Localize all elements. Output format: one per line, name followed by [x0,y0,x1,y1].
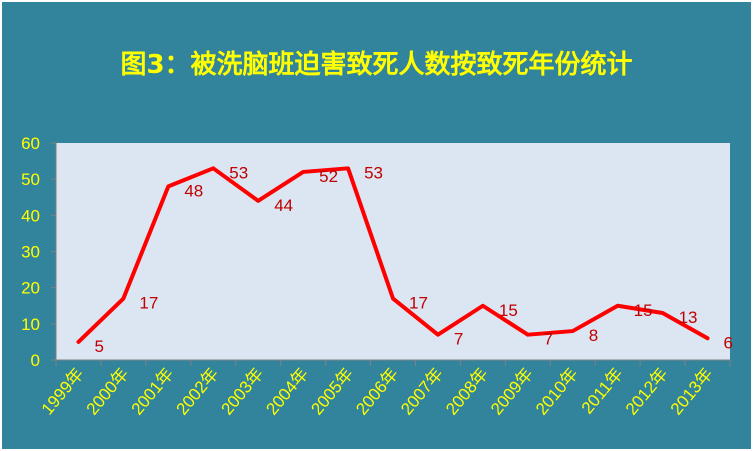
data-label: 5 [94,337,103,356]
x-tick-label: 2010年 [532,364,582,418]
x-tick-label: 2009年 [487,364,537,418]
data-label: 7 [454,330,463,349]
data-label: 15 [634,301,653,320]
data-label: 17 [139,294,158,313]
plot-area [56,143,730,360]
chart-title: 图3：被洗脑班迫害致死人数按致死年份统计 [120,50,633,80]
y-tick-label: 20 [21,279,40,298]
data-label: 53 [364,163,383,182]
y-tick-label: 60 [21,134,40,153]
x-tick-label: 2002年 [173,364,223,418]
x-tick-label: 2008年 [442,364,492,418]
x-tick-label: 1999年 [38,364,88,418]
data-label: 44 [274,196,293,215]
x-tick-label: 2012年 [622,364,672,418]
data-label: 13 [679,308,698,327]
x-tick-label: 2013年 [667,364,717,418]
y-tick-label: 40 [21,206,40,225]
data-label: 53 [229,163,248,182]
data-label: 15 [499,301,518,320]
data-label: 8 [589,326,598,345]
x-tick-label: 2001年 [128,364,178,418]
data-label: 7 [544,330,553,349]
y-tick-label: 10 [21,315,40,334]
x-tick-label: 2007年 [397,364,447,418]
x-tick-label: 2000年 [83,364,133,418]
data-label: 48 [184,181,203,200]
x-tick-label: 2003年 [217,364,267,418]
x-tick-label: 2004年 [262,364,312,418]
x-tick-label: 2011年 [578,364,627,417]
data-label: 6 [724,333,733,352]
data-label: 52 [319,167,338,186]
x-tick-label: 2006年 [352,364,402,418]
y-tick-label: 30 [21,243,40,262]
data-label: 17 [409,294,428,313]
x-tick-label: 2005年 [307,364,357,418]
y-tick-label: 50 [21,170,40,189]
data-line [76,166,710,344]
y-tick-label: 0 [31,351,40,370]
